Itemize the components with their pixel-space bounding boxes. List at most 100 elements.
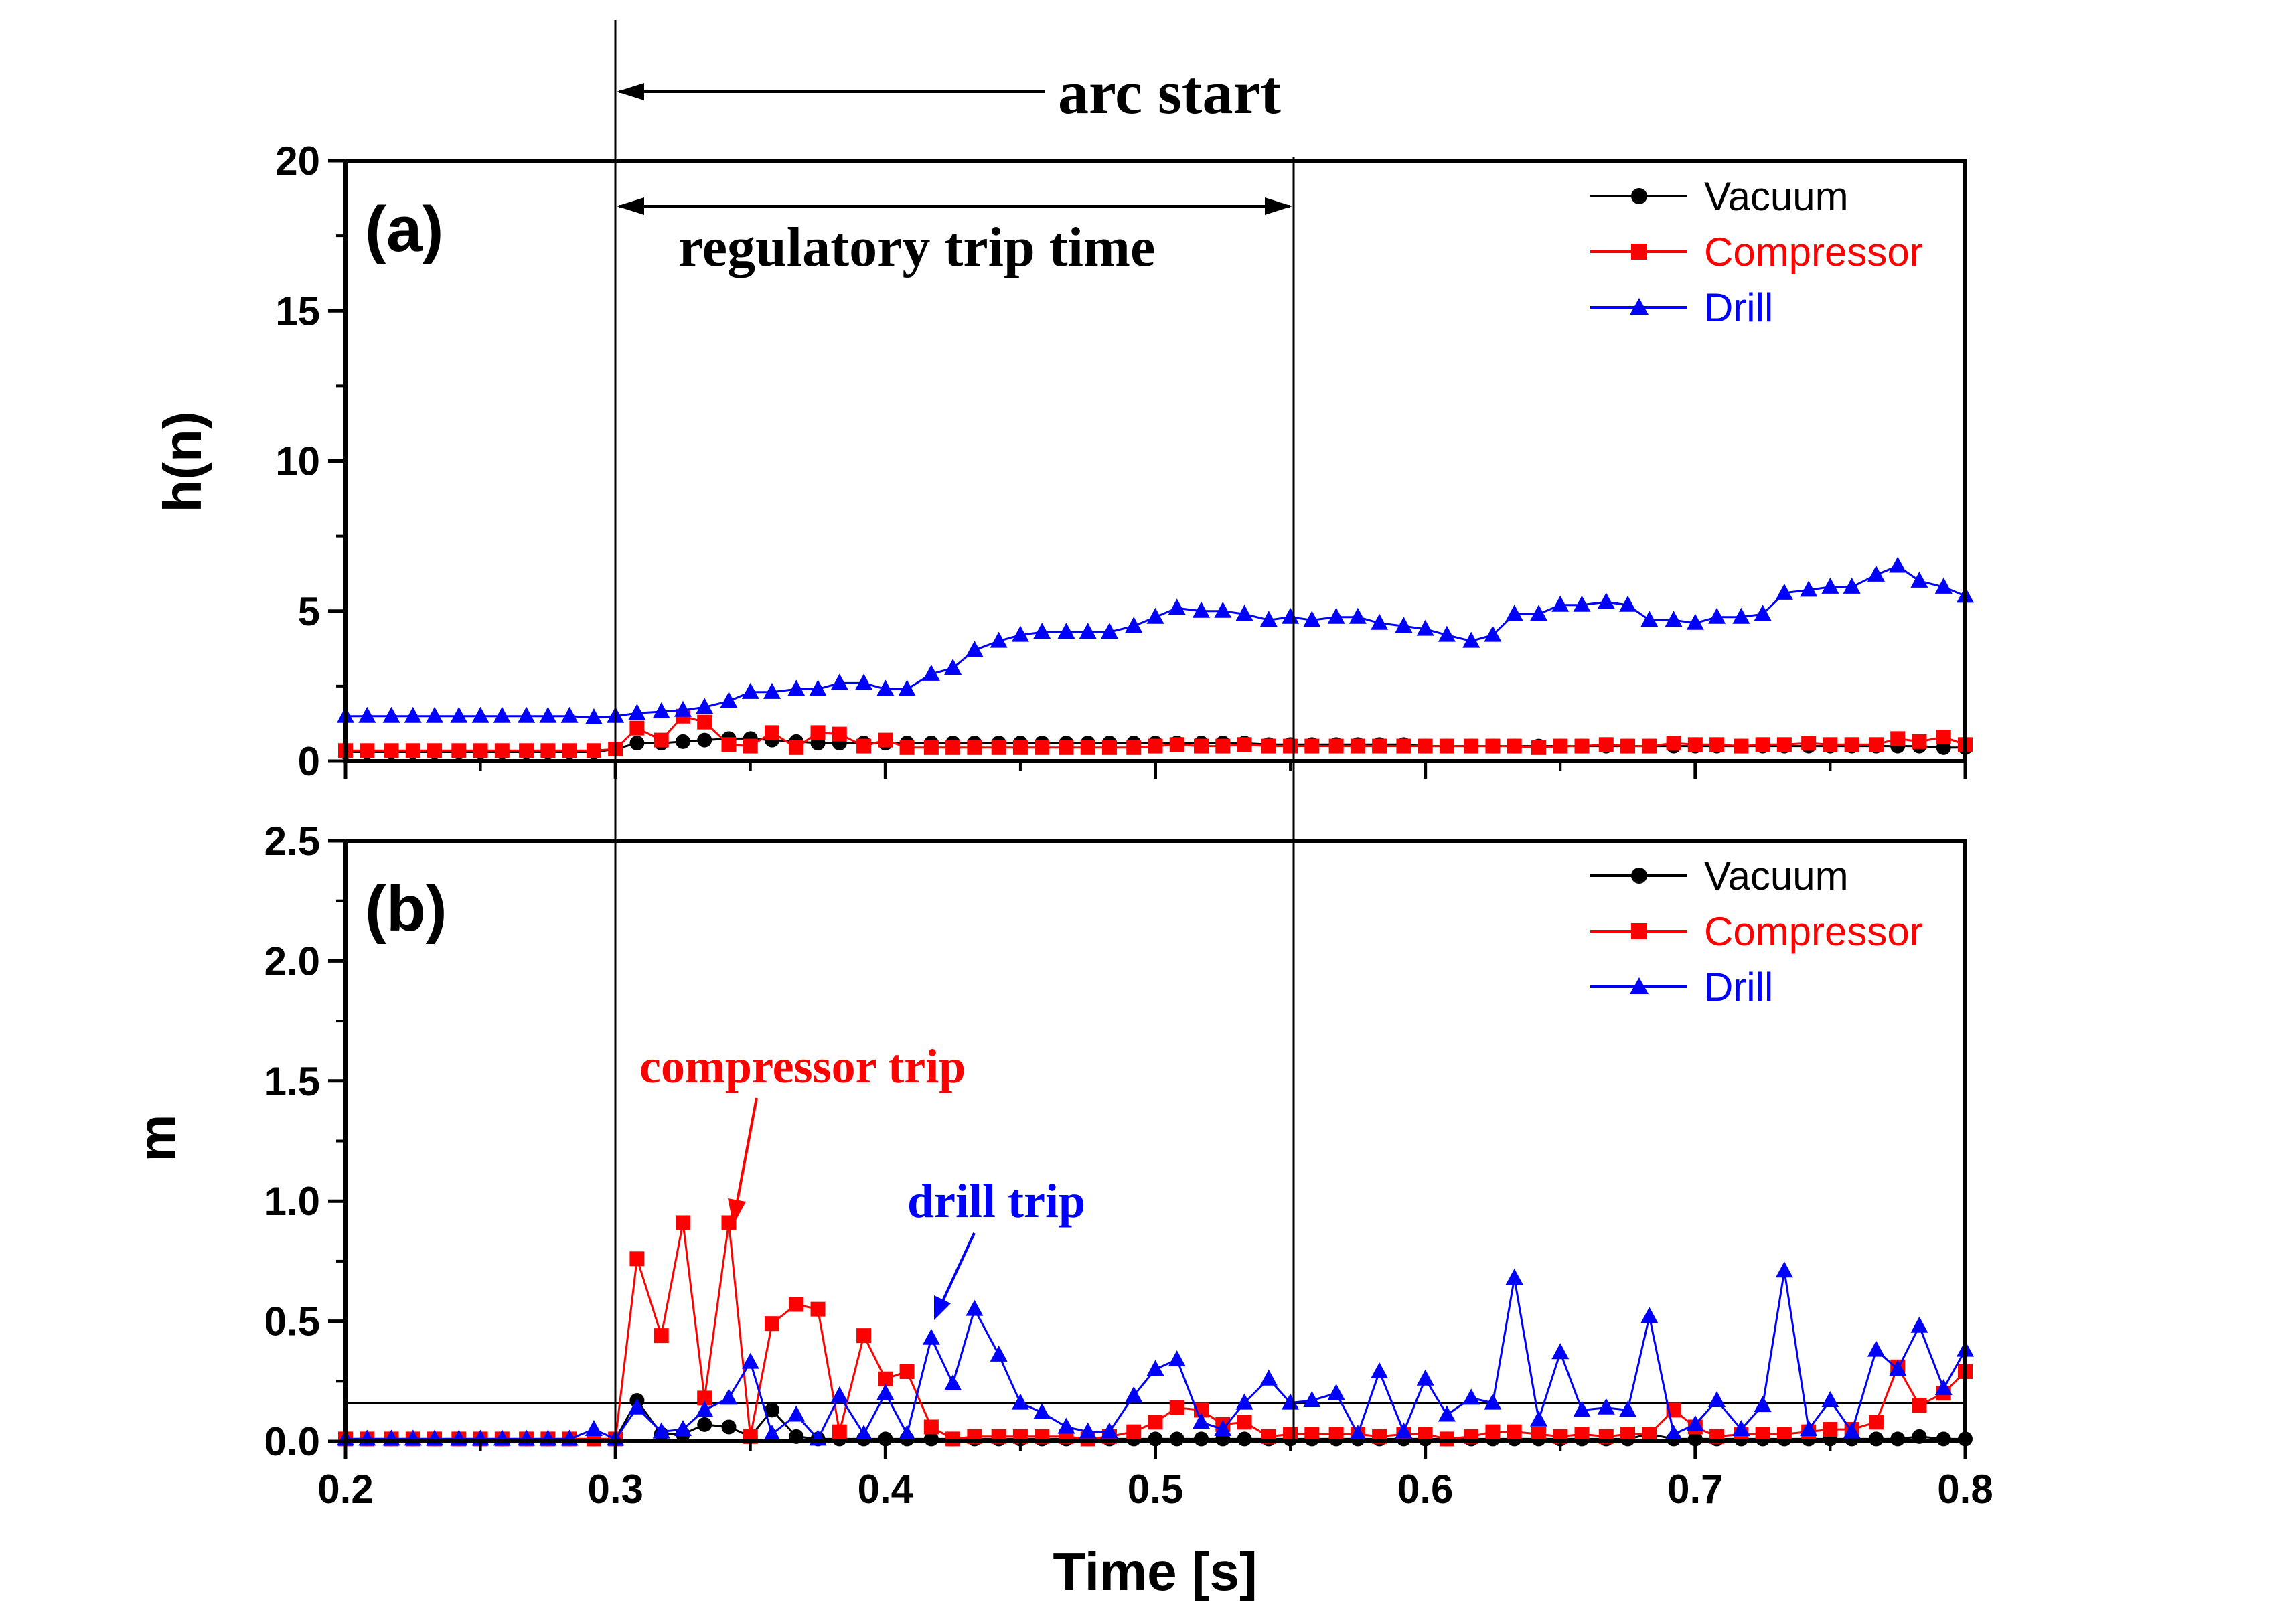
panel-b-y-tick-label: 0.0	[264, 1419, 320, 1464]
panel-a-compressor-point	[856, 738, 872, 754]
panel-a-drill-point	[1395, 617, 1413, 633]
panel-b-drill-point	[1800, 1420, 1818, 1437]
panel-b-vacuum-point	[765, 1402, 780, 1418]
drill-trip-label: drill trip	[907, 1174, 1085, 1228]
legend-b-drill-label: Drill	[1704, 965, 1773, 1010]
panel-a-compressor-point	[1148, 738, 1163, 754]
panel-a-compressor-point	[1350, 738, 1365, 754]
panel-b-vacuum-point	[1194, 1431, 1209, 1447]
panel-b-drill-point	[1821, 1391, 1839, 1408]
panel-b-drill-point	[876, 1384, 895, 1400]
panel-b-compressor-point	[789, 1297, 804, 1312]
panel-b-drill-point	[1371, 1362, 1389, 1378]
panel-a-compressor-point	[991, 740, 1006, 755]
panel-b-drill-point	[1100, 1422, 1118, 1439]
x-tick-label: 0.6	[1397, 1467, 1453, 1512]
panel-b-y-axis-title: m	[127, 1114, 187, 1161]
panel-b-drill-point	[741, 1352, 759, 1369]
panel-a-drill-point	[876, 679, 895, 696]
panel-b-drill-point	[1168, 1350, 1186, 1367]
panel-a-compressor-point	[562, 743, 577, 758]
panel-b-drill-point	[1732, 1420, 1750, 1437]
panel-b-compressor-point	[1823, 1422, 1838, 1437]
arc-start-arrow-head	[617, 83, 644, 100]
legend-b-compressor-label: Compressor	[1704, 909, 1923, 954]
panel-b-drill-point	[1395, 1422, 1413, 1439]
panel-a-compressor-point	[1464, 738, 1479, 754]
panel-b-drill-point	[696, 1400, 714, 1417]
panel-a-compressor-point	[810, 725, 826, 740]
x-tick-label: 0.3	[587, 1467, 643, 1512]
panel-a-compressor-point	[832, 726, 847, 742]
panel-a-compressor-point	[1574, 738, 1590, 754]
panel-b-drill-point	[1529, 1410, 1547, 1427]
panel-b-drill-point	[674, 1420, 692, 1437]
panel-b-y-tick-label: 2.0	[264, 939, 320, 983]
panel-b-compressor-point	[1776, 1427, 1792, 1442]
panel-b-drill-point	[1462, 1388, 1480, 1405]
panel-b-drill-point	[1754, 1396, 1772, 1413]
panel-a-drill-point	[1146, 607, 1164, 624]
panel-b-compressor-point	[1642, 1427, 1657, 1442]
panel-b-compressor-point	[878, 1371, 893, 1386]
panel-a-drill-point	[741, 682, 759, 699]
regulatory-trip-annotation: regulatory trip time	[617, 197, 1292, 278]
panel-a-drill-point	[1125, 617, 1143, 633]
panel-a-compressor-point	[1844, 737, 1859, 752]
panel-a-compressor-point	[1620, 738, 1636, 754]
panel-b-compressor-point	[923, 1419, 939, 1435]
panel-b-drill-point	[1505, 1269, 1523, 1285]
legend-a-vacuum-marker	[1631, 188, 1647, 204]
panel-b-drill-point	[1843, 1422, 1861, 1439]
panel-a-compressor-point	[743, 738, 758, 754]
panel-a-compressor-point	[1439, 738, 1454, 754]
panel-a-y-axis-title: h(n)	[153, 411, 212, 512]
panel-a-compressor-point	[1418, 738, 1433, 754]
panel-a-y-tick-label: 20	[275, 139, 320, 183]
panel-b-drill-point	[585, 1420, 603, 1437]
panel-a-drill-point	[1371, 613, 1389, 630]
panel-b-x-ticks: 0.2 0.3 0.4 0.5 0.6 0.7 0.8	[317, 1441, 1993, 1512]
panel-a-drill-point	[1800, 580, 1818, 597]
panel-b-compressor-point	[1531, 1427, 1546, 1442]
panel-a-compressor-point	[878, 732, 893, 748]
panel-a-drill-point	[674, 700, 692, 717]
panel-a-vacuum-point	[629, 736, 645, 751]
drill-trip-arrow-shaft	[939, 1232, 976, 1306]
panel-a-drill-point	[1934, 577, 1953, 594]
panel-a-vacuum-point	[675, 734, 690, 749]
panel-a-compressor-point	[1755, 737, 1770, 752]
panel-b-drill-point	[944, 1374, 962, 1390]
compressor-trip-arrow-head	[728, 1198, 746, 1225]
panel-b-compressor-point	[856, 1328, 872, 1344]
panel-a-compressor-point	[1304, 738, 1320, 754]
x-axis-title: Time [s]	[1053, 1542, 1257, 1601]
panel-a-y-ticks: 0 5 10 15 20	[275, 139, 346, 784]
panel-a-compressor-point	[1012, 740, 1028, 755]
panel-a-y-tick-label: 5	[298, 589, 320, 634]
panel-b-drill-point	[1665, 1425, 1683, 1441]
panel-b-compressor-point	[1485, 1424, 1501, 1439]
panel-b-compressor-point	[1126, 1424, 1142, 1439]
panel-b-compressor-point	[1574, 1427, 1590, 1442]
panel-b-label: (b)	[365, 873, 447, 945]
panel-b-drill-point	[830, 1386, 848, 1402]
panel-b-compressor-point	[1755, 1427, 1770, 1442]
panel-b-compressor-point	[1620, 1427, 1636, 1442]
panel-a-drill-point	[944, 658, 962, 675]
panel-b: 0.0 0.5 1.0 1.5 2.0 2.5 0.2 0.3 0.4 0.5 0.6 0.7 0.8…	[127, 819, 1993, 1512]
regulatory-trip-arrow-head-left	[617, 197, 644, 215]
panel-a-compressor-point	[1666, 736, 1681, 751]
panel-b-drill-point	[1775, 1261, 1793, 1278]
panel-b-compressor-point	[1283, 1427, 1298, 1442]
panel-b-compressor-point	[1868, 1415, 1884, 1430]
panel-a-drill-point	[1259, 611, 1278, 627]
x-tick-label: 0.4	[858, 1467, 914, 1512]
panel-a-drill-point	[585, 708, 603, 724]
panel-b-drill-point	[1146, 1360, 1164, 1376]
panel-a-drill-point	[898, 679, 916, 696]
panel-b-drill-point	[1282, 1393, 1300, 1410]
panel-b-vacuum-point	[1237, 1431, 1252, 1447]
regulatory-trip-arrow-head-right	[1265, 197, 1292, 215]
